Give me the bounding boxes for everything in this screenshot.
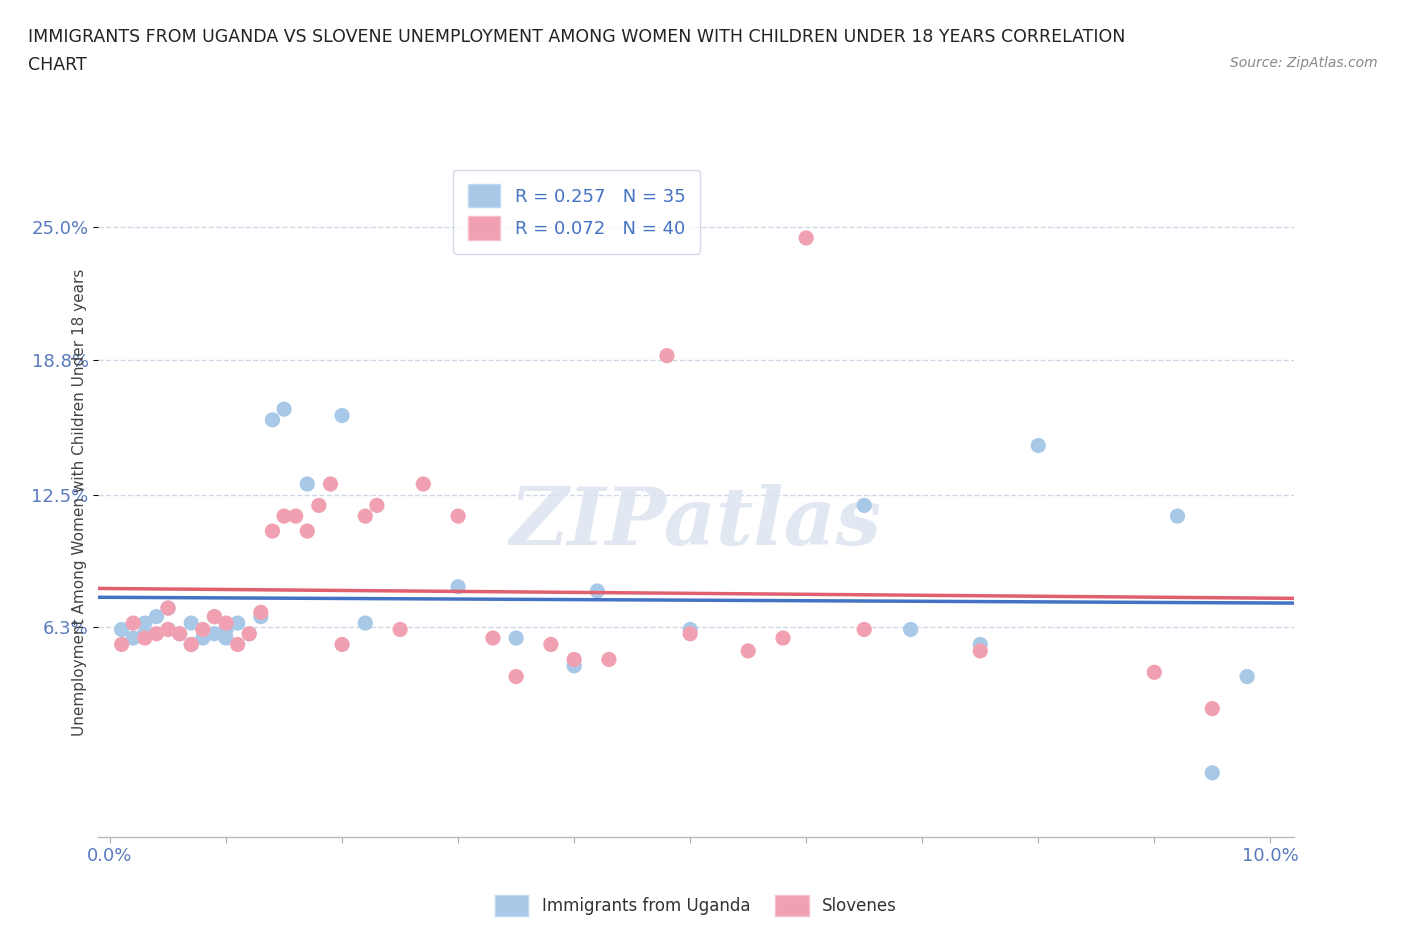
Point: [157, 622, 180, 637]
Point: [169, 626, 191, 641]
Point: [505, 631, 527, 645]
Point: [204, 609, 226, 624]
Point: [145, 626, 167, 641]
Point: [969, 637, 991, 652]
Point: [1201, 701, 1223, 716]
Point: [262, 412, 284, 427]
Point: [540, 637, 562, 652]
Point: [111, 637, 134, 652]
Point: [655, 348, 678, 363]
Point: [1143, 665, 1166, 680]
Point: [853, 622, 876, 637]
Point: [482, 631, 505, 645]
Point: [1236, 669, 1258, 684]
Point: [308, 498, 330, 512]
Point: [562, 658, 585, 673]
Point: [122, 631, 145, 645]
Point: [598, 652, 620, 667]
Legend: Immigrants from Uganda, Slovenes: Immigrants from Uganda, Slovenes: [488, 889, 904, 923]
Point: [238, 626, 260, 641]
Point: [122, 616, 145, 631]
Point: [134, 616, 156, 631]
Point: [273, 509, 295, 524]
Point: [447, 509, 470, 524]
Point: [1026, 438, 1049, 453]
Text: CHART: CHART: [28, 56, 87, 73]
Text: ZIPatlas: ZIPatlas: [510, 484, 882, 561]
Point: [145, 609, 167, 624]
Point: [297, 524, 319, 538]
Point: [586, 583, 609, 598]
Point: [354, 616, 377, 631]
Point: [389, 622, 412, 637]
Point: [180, 637, 202, 652]
Point: [354, 509, 377, 524]
Point: [226, 637, 249, 652]
Point: [853, 498, 876, 512]
Text: Source: ZipAtlas.com: Source: ZipAtlas.com: [1230, 56, 1378, 70]
Point: [330, 408, 353, 423]
Point: [215, 631, 238, 645]
Text: IMMIGRANTS FROM UGANDA VS SLOVENE UNEMPLOYMENT AMONG WOMEN WITH CHILDREN UNDER 1: IMMIGRANTS FROM UGANDA VS SLOVENE UNEMPL…: [28, 28, 1125, 46]
Point: [330, 637, 353, 652]
Point: [215, 616, 238, 631]
Point: [679, 626, 702, 641]
Point: [134, 631, 156, 645]
Point: [447, 579, 470, 594]
Point: [157, 601, 180, 616]
Point: [191, 622, 214, 637]
Point: [794, 231, 817, 246]
Point: [250, 609, 273, 624]
Point: [180, 616, 202, 631]
Point: [679, 622, 702, 637]
Point: [297, 476, 319, 491]
Point: [412, 476, 434, 491]
Point: [273, 402, 295, 417]
Point: [238, 626, 260, 641]
Point: [157, 601, 180, 616]
Point: [900, 622, 922, 637]
Point: [366, 498, 388, 512]
Point: [1166, 509, 1188, 524]
Point: [319, 476, 342, 491]
Y-axis label: Unemployment Among Women with Children Under 18 years: Unemployment Among Women with Children U…: [72, 269, 87, 736]
Point: [191, 631, 214, 645]
Point: [737, 644, 759, 658]
Point: [1201, 765, 1223, 780]
Point: [284, 509, 307, 524]
Point: [204, 609, 226, 624]
Point: [157, 622, 180, 637]
Point: [262, 524, 284, 538]
Point: [772, 631, 794, 645]
Point: [111, 622, 134, 637]
Point: [250, 604, 273, 619]
Point: [215, 622, 238, 637]
Point: [169, 626, 191, 641]
Point: [134, 626, 156, 641]
Point: [562, 652, 585, 667]
Point: [505, 669, 527, 684]
Point: [226, 616, 249, 631]
Point: [969, 644, 991, 658]
Point: [204, 626, 226, 641]
Point: [180, 637, 202, 652]
